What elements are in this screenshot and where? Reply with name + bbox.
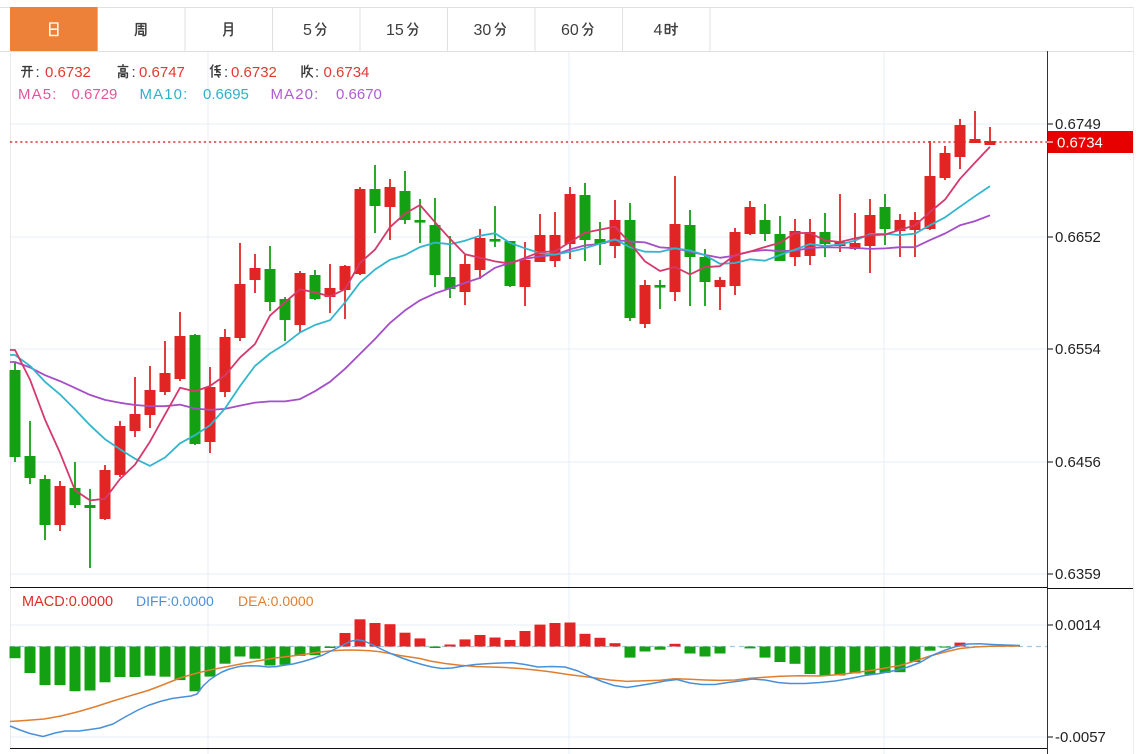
svg-text:DEA:0.0000: DEA:0.0000 [238,593,314,609]
svg-text:60: 60 [561,22,579,39]
svg-text:MA20:: MA20: [271,86,320,103]
svg-text:MACD:0.0000: MACD:0.0000 [22,594,113,610]
svg-text:5: 5 [303,22,312,39]
svg-text:0.6734: 0.6734 [324,64,370,81]
svg-text:0.6732: 0.6732 [45,64,91,81]
svg-text:0.0014: 0.0014 [1055,617,1101,634]
svg-text:MA5:: MA5: [18,86,57,103]
svg-text:0.6456: 0.6456 [1055,454,1101,471]
svg-text:0.6729: 0.6729 [72,86,118,103]
svg-text:0.6749: 0.6749 [1055,116,1101,133]
svg-text::: : [224,64,228,81]
svg-text:0.6652: 0.6652 [1055,229,1101,246]
svg-text:30: 30 [474,22,492,39]
svg-text:0.6554: 0.6554 [1055,341,1101,358]
svg-text:0.6732: 0.6732 [231,64,277,81]
svg-text:MA10:: MA10: [140,86,189,103]
svg-text:0.6747: 0.6747 [139,64,185,81]
svg-text:0.6670: 0.6670 [336,86,382,103]
svg-text:-0.0057: -0.0057 [1055,729,1106,746]
svg-text:15: 15 [386,22,404,39]
svg-text::: : [315,64,319,81]
svg-text:4: 4 [654,22,663,39]
svg-text:0.6695: 0.6695 [203,86,249,103]
svg-text::: : [132,64,136,81]
svg-text:0.6734: 0.6734 [1057,135,1103,152]
svg-text:DIFF:0.0000: DIFF:0.0000 [136,593,214,609]
svg-text:0.6359: 0.6359 [1055,566,1101,583]
svg-text::: : [36,64,40,81]
